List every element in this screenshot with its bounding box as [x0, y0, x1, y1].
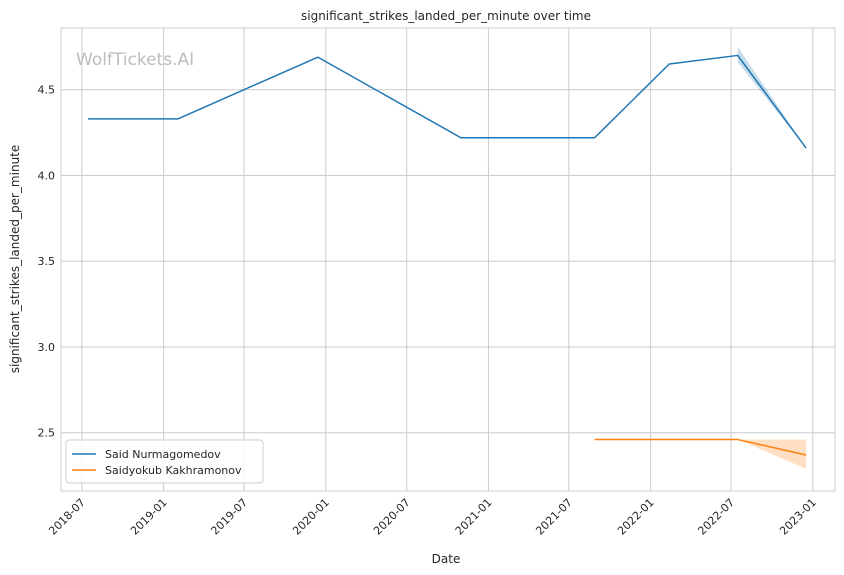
chart-title: significant_strikes_landed_per_minute ov…	[301, 9, 591, 23]
legend-label: Said Nurmagomedov	[105, 448, 221, 461]
confidence-band	[737, 439, 807, 469]
x-tick-label: 2022-07	[695, 496, 737, 538]
y-tick-label: 2.5	[38, 427, 56, 440]
x-tick-label: 2021-01	[453, 496, 495, 538]
y-axis-title: significant_strikes_landed_per_minute	[8, 145, 22, 374]
x-tick-label: 2018-07	[46, 496, 88, 538]
y-axis-ticks: 2.5 3.0 3.5 4.0 4.5	[38, 84, 56, 440]
y-tick-label: 4.0	[38, 169, 56, 182]
confidence-band	[737, 46, 807, 149]
grid-lines	[61, 28, 835, 491]
series-line	[594, 438, 807, 456]
plot-area	[60, 27, 836, 492]
x-tick-label: 2019-07	[208, 496, 250, 538]
x-tick-label: 2023-01	[777, 496, 819, 538]
x-tick-label: 2019-01	[128, 496, 170, 538]
x-tick-label: 2021-07	[533, 496, 575, 538]
series-lines	[88, 54, 807, 456]
x-axis-ticks: 2018-07 2019-01 2019-07 2020-01 2020-07 2021-…	[46, 496, 819, 538]
x-tick-label: 2022-01	[615, 496, 657, 538]
confidence-bands	[737, 46, 807, 469]
legend-label: Saidyokub Kakhramonov	[105, 464, 242, 477]
watermark: WolfTickets.AI	[76, 50, 194, 70]
x-tick-label: 2020-07	[371, 496, 413, 538]
x-axis-title: Date	[432, 552, 461, 566]
series-line	[88, 54, 807, 149]
y-tick-label: 3.0	[38, 341, 56, 354]
legend-box	[65, 439, 264, 484]
y-tick-label: 4.5	[38, 84, 56, 97]
y-tick-label: 3.5	[38, 255, 56, 268]
legend: Said Nurmagomedov Saidyokub Kakhramonov	[65, 439, 264, 484]
x-tick-label: 2020-01	[290, 496, 332, 538]
